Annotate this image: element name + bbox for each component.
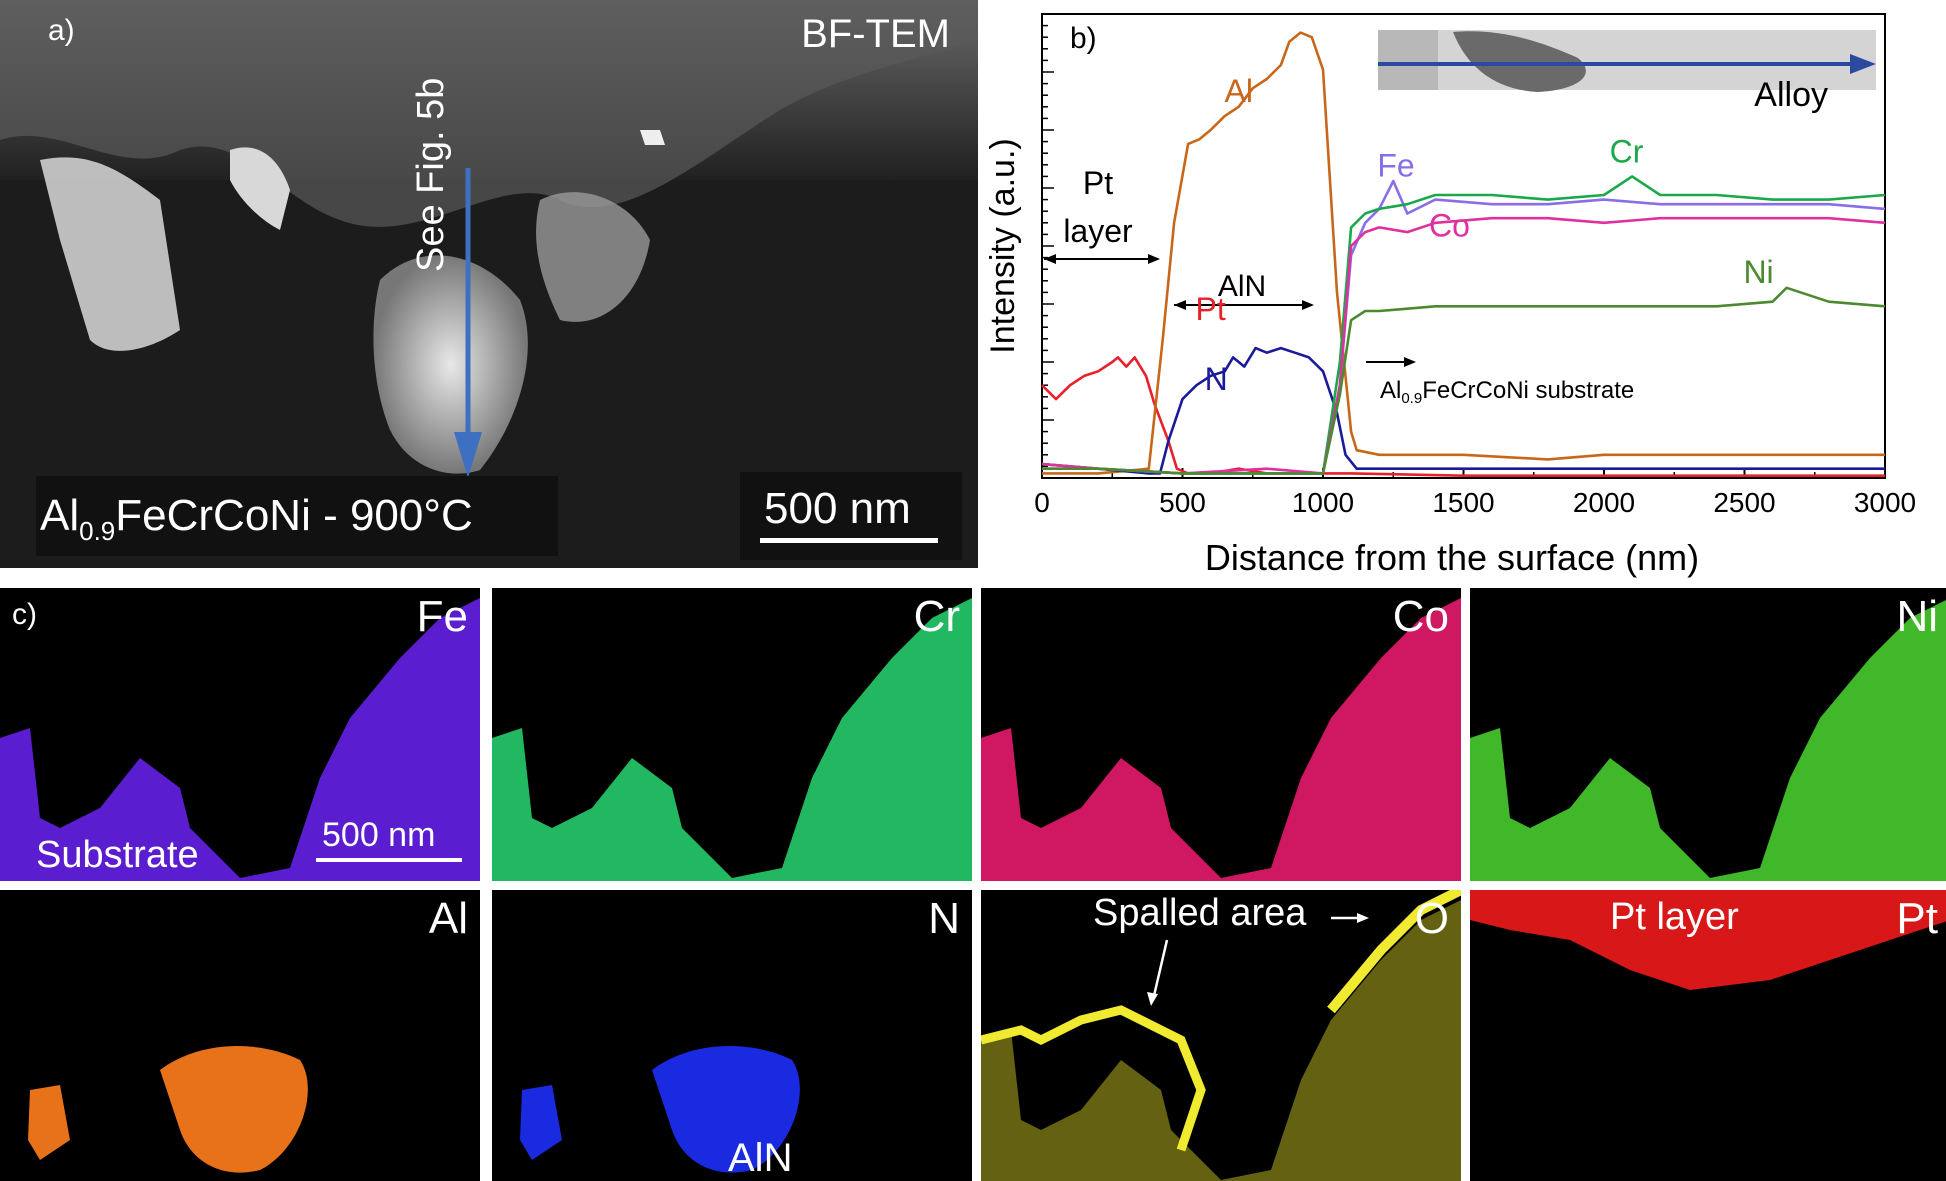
eds-element-label-fe: Fe [416,592,468,641]
panel-c-label: c) [12,598,37,631]
panel-a-label: a) [48,14,75,47]
eds-map-al: Al [0,890,480,1181]
eds-map-ni: Ni [1470,588,1946,881]
pt-layer-label-2: layer [1063,213,1133,249]
scale-bar-c-text: 500 nm [322,816,436,854]
aln-region-label: AlN [1218,270,1266,303]
x-tick-label: 500 [1159,487,1206,518]
eds-map-fe: Fe Substrate 500 nm [0,588,480,881]
eds-map-o: O Spalled area [981,890,1461,1181]
eds-element-label-co: Co [1392,592,1449,641]
eds-map-ni-drawing [1470,600,1946,881]
eds-map-cr: Cr [492,588,972,881]
y-minor-ticks [1042,13,1054,479]
scale-bar-a: 500 nm [740,472,962,560]
eds-map-n: N AlN [492,890,972,1181]
series-line-n [1041,346,1885,475]
eds-map-fe-drawing [0,598,480,881]
eds-map-n-drawing [520,1046,800,1173]
series-label-al: Al [1224,73,1252,109]
panel-c-eds-maps: Fe Substrate 500 nm Cr Co Ni Al N AlN O Spalled a… [0,588,1946,1181]
scan-arrow [454,168,482,478]
x-tick-label: 1000 [1292,487,1354,518]
inset-alloy-label: Alloy [1754,76,1828,114]
series-line-co [1041,216,1886,475]
series-label-cr: Cr [1610,133,1644,169]
series-lines [1041,31,1886,478]
pt-layer-map-label: Pt layer [1610,896,1739,938]
substrate-map-label: Substrate [36,834,199,876]
tem-image-drawing [0,0,978,568]
panel-b-chart: Alloy 0 500 1000 1500 2000 2500 3000 Pt layer … [978,0,1946,580]
eds-map-cr-drawing [492,598,972,881]
spalled-area-arrows [1147,913,1369,1006]
substrate-label: Al0.9FeCrCoNi substrate [1380,377,1634,407]
eds-element-label-o: O [1414,894,1449,943]
series-label-pt: Pt [1195,291,1225,327]
inset-arrow-head [1850,54,1876,74]
series-label-fe: Fe [1377,147,1414,183]
spalled-area-label: Spalled area [1093,892,1307,934]
series-label-ni: Ni [1743,254,1773,290]
series-line-al [1042,31,1885,475]
eds-element-label-cr: Cr [913,592,960,641]
eds-map-co: Co [981,588,1461,881]
eds-map-co-drawing [981,598,1461,881]
series-line-pt [1041,356,1885,478]
eds-map-al-drawing [28,1046,308,1173]
aln-map-label: AlN [728,1136,793,1180]
eds-map-o-drawing [981,890,1461,1181]
scale-bar-a-line [760,538,938,543]
imaging-mode-label: BF-TEM [801,12,950,56]
x-tick-label: 1500 [1432,487,1494,518]
sample-prefix: Al [40,491,80,540]
inset-dark-grain [1453,31,1586,92]
scale-bar-c-line [316,858,462,862]
eds-element-label-pt: Pt [1896,894,1938,943]
eds-element-label-n: N [928,894,960,943]
sample-suffix: FeCrCoNi - 900°C [115,491,473,540]
x-tick-label: 2000 [1573,487,1635,518]
y-axis-label: Intensity (a.u.) [984,138,1022,353]
x-tick-label: 0 [1034,487,1050,518]
x-ticks: 0 500 1000 1500 2000 2500 3000 [1034,468,1916,518]
pt-layer-label-1: Pt [1083,165,1113,201]
eds-element-label-ni: Ni [1896,592,1938,641]
x-tick-label: 3000 [1854,487,1916,518]
panel-a-tem-image: a) BF-TEM See Fig. 5b Al0.9FeCrCoNi - 90… [0,0,978,568]
series-label-co: Co [1429,208,1470,244]
series-line-ni [1042,286,1886,475]
eds-map-pt-drawing [1470,890,1946,990]
eds-map-pt: Pt Pt layer [1470,890,1946,1181]
line-profile-svg: Alloy 0 500 1000 1500 2000 2500 3000 Pt layer … [984,13,1916,578]
scale-bar-a-text: 500 nm [764,484,911,533]
x-axis-label: Distance from the surface (nm) [1205,537,1699,578]
panel-b-label: b) [1070,22,1097,55]
sample-subscript: 0.9 [79,515,116,546]
x-tick-label: 2500 [1713,487,1775,518]
eds-element-label-al: Al [428,894,468,943]
series-label-n: N [1205,361,1228,397]
sample-label: Al0.9FeCrCoNi - 900°C [36,476,558,556]
